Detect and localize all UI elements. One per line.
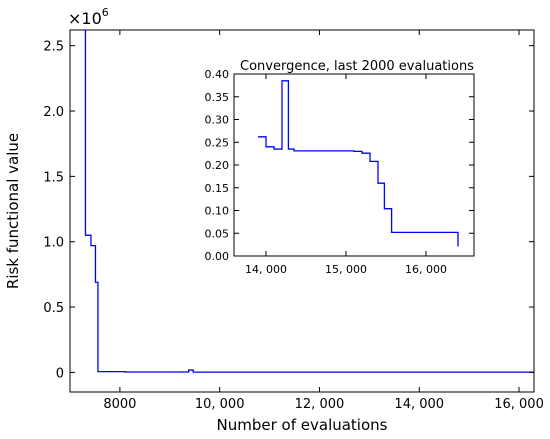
main-series-layer [83, 30, 534, 373]
main-y-tick-label: 2.0 [43, 105, 64, 120]
main-y-axis-multiplier: ×106 [68, 6, 109, 28]
inset-y-tick-label: 0.40 [205, 68, 230, 81]
inset-y-tick-label: 0.15 [205, 182, 230, 195]
inset-series-line [258, 80, 459, 247]
inset-y-tick-label: 0.05 [205, 227, 230, 240]
inset-y-tick-label: 0.25 [205, 136, 230, 149]
main-x-axis: 8000 10, 000 12, 000 14, 000 16, 000 [103, 30, 544, 412]
main-y-tick-label: 0.5 [43, 301, 64, 316]
inset-title: Convergence, last 2000 evaluations [240, 59, 474, 74]
main-x-tick-label: 10, 000 [195, 397, 245, 412]
inset-y-tick-label: 0.35 [205, 91, 230, 104]
main-y-tick-label: 1.5 [43, 170, 64, 185]
inset-x-tick-label: 16, 000 [405, 263, 447, 276]
main-y-tick-label: 2.5 [43, 40, 64, 55]
main-x-tick-label: 14, 000 [394, 397, 444, 412]
main-x-tick-label: 16, 000 [494, 397, 544, 412]
main-chart: 8000 10, 000 12, 000 14, 000 16, 000 0 0.5 1.0… [4, 6, 544, 434]
multiplier-base: ×10 [68, 9, 102, 28]
inset-chart: 14, 000 15, 000 16, 000 0.000.050.100.150.… [205, 59, 475, 276]
inset-y-axis: 0.00 0.05 0.10 0.15 0.20 0.25 0.30 0.35 0.40 [205, 68, 474, 263]
main-x-tick-label: 12, 000 [295, 397, 345, 412]
inset-series-layer [258, 80, 459, 247]
inset-x-tick-label: 15, 000 [325, 263, 367, 276]
main-y-tick-label: 0 [56, 366, 64, 381]
inset-y-tick-label: 0.20 [205, 159, 230, 172]
main-y-axis-label: Risk functional value [4, 133, 22, 289]
inset-y-tick-label: 0.30 [205, 114, 230, 127]
multiplier-exponent: 6 [102, 6, 109, 19]
main-y-axis: 0 0.5 1.0 1.5 2.0 2.5 [43, 40, 534, 381]
inset-background [234, 74, 474, 256]
inset-y-tick-label: 0.10 [205, 205, 230, 218]
main-y-tick-label: 1.0 [43, 236, 64, 251]
main-x-tick-label: 8000 [103, 397, 136, 412]
main-plot-frame [69, 29, 535, 393]
main-x-axis-label: Number of evaluations [217, 416, 388, 434]
inset-x-tick-label: 14, 000 [245, 263, 287, 276]
inset-x-axis: 14, 000 15, 000 16, 000 [245, 74, 447, 276]
main-series-line [83, 30, 534, 373]
inset-y-tick-label: 0.00 [205, 250, 230, 263]
